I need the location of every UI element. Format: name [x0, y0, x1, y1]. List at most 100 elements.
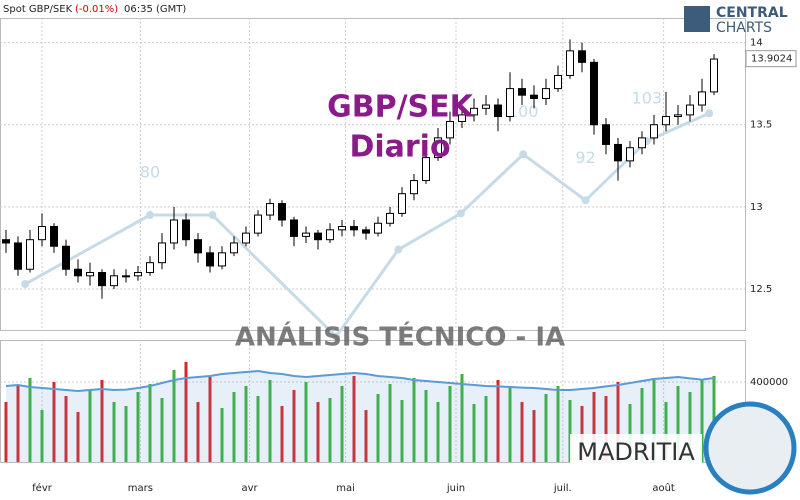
candle-body [254, 214, 262, 234]
candle-body [614, 143, 622, 162]
x-tick-label: août [652, 482, 675, 494]
volume-bar [544, 394, 548, 462]
candle-body [506, 88, 514, 118]
candle-body [386, 212, 394, 224]
volume-bar [520, 402, 524, 462]
volume-bar [136, 392, 140, 462]
volume-bar [280, 406, 284, 462]
volume-bar [160, 398, 164, 462]
candle-body [314, 232, 322, 241]
volume-bar [340, 386, 344, 462]
candle-body [242, 232, 250, 244]
candle-body [122, 275, 130, 278]
volume-bar [388, 384, 392, 462]
volume-bar [616, 382, 620, 462]
candle-body [710, 58, 718, 93]
indicator-label: 103 [632, 89, 663, 108]
volume-bar [292, 390, 296, 462]
candle-body [698, 91, 706, 106]
candle-body [410, 180, 418, 195]
last-price-label: 13.9024 [751, 54, 792, 65]
candle-body [326, 229, 334, 241]
candle-body [482, 104, 490, 109]
candle-body [530, 94, 538, 99]
volume-bar [424, 390, 428, 462]
y-tick-label: 12.5 [750, 284, 772, 295]
indicator-point [705, 109, 714, 118]
indicator-point [519, 150, 528, 159]
volume-bar [532, 410, 536, 462]
volume-bar [400, 400, 404, 462]
candle-body [146, 262, 154, 274]
x-tick-label: avr [242, 483, 259, 494]
watermark: ANÁLISIS TÉCNICO - IA [235, 321, 565, 353]
volume-bar [232, 392, 236, 462]
candle-body [422, 157, 430, 182]
chart-subtitle: Diario [349, 130, 450, 165]
y-tick-label: 13 [750, 202, 763, 213]
volume-bar [604, 396, 608, 462]
brand-logo [684, 6, 710, 32]
candle-body [662, 116, 670, 126]
candle-body [446, 120, 454, 139]
candle-body [218, 252, 226, 267]
avatar [703, 401, 797, 495]
indicator-label: 100 [508, 102, 539, 121]
volume-bar [100, 380, 104, 462]
volume-bar [28, 378, 32, 462]
volume-bar [448, 386, 452, 462]
candle-body [194, 239, 202, 254]
volume-bar [628, 404, 632, 462]
volume-bar [124, 406, 128, 462]
volume-bar [688, 392, 692, 462]
volume-bar [508, 388, 512, 462]
volume-bar [496, 380, 500, 462]
candle-body [278, 203, 286, 221]
indicator-point [581, 196, 590, 205]
volume-bar [592, 392, 596, 462]
candle-body [74, 268, 82, 277]
volume-bar [436, 402, 440, 462]
volume-bar [256, 396, 260, 462]
volume-bar [16, 386, 20, 462]
candle-body [638, 137, 646, 149]
volume-bar [568, 400, 572, 462]
brand-line2: CHARTS [716, 20, 772, 36]
candle-body [494, 104, 502, 118]
candle-body [110, 275, 118, 287]
y-tick-label: 13.5 [750, 120, 772, 131]
volume-bar [220, 408, 224, 462]
x-tick-label: juil. [553, 483, 572, 494]
volume-bar [40, 410, 44, 462]
candle-body [578, 50, 586, 63]
candle-body [686, 104, 694, 116]
candle-body [626, 147, 634, 162]
indicator-point [146, 211, 154, 220]
candle-body [98, 272, 106, 287]
x-tick-label: mars [128, 483, 153, 494]
candle-body [62, 245, 70, 270]
volume-bar [328, 398, 332, 462]
chart-title: GBP/SEK [327, 90, 475, 125]
volume-bar [196, 402, 200, 462]
indicator-line [24, 111, 710, 339]
candle-body [2, 239, 10, 244]
candle-body [470, 107, 478, 116]
volume-bar [640, 388, 644, 462]
volume-bar [700, 380, 704, 462]
indicator-label: 80 [140, 163, 160, 182]
candle-body [50, 226, 58, 247]
volume-bar [676, 386, 680, 462]
indicator-label: 92 [575, 148, 595, 167]
candle-body [38, 226, 46, 241]
volume-bar [148, 384, 152, 462]
volume-bar [208, 376, 212, 462]
indicator-point [21, 280, 30, 289]
volume-bar [664, 402, 668, 462]
volume-bar [556, 386, 560, 462]
time: 06:35 (GMT) [124, 4, 186, 15]
volume-bar [64, 396, 68, 462]
candle-body [362, 229, 370, 234]
candle-body [458, 114, 466, 122]
candle-body [350, 226, 358, 231]
